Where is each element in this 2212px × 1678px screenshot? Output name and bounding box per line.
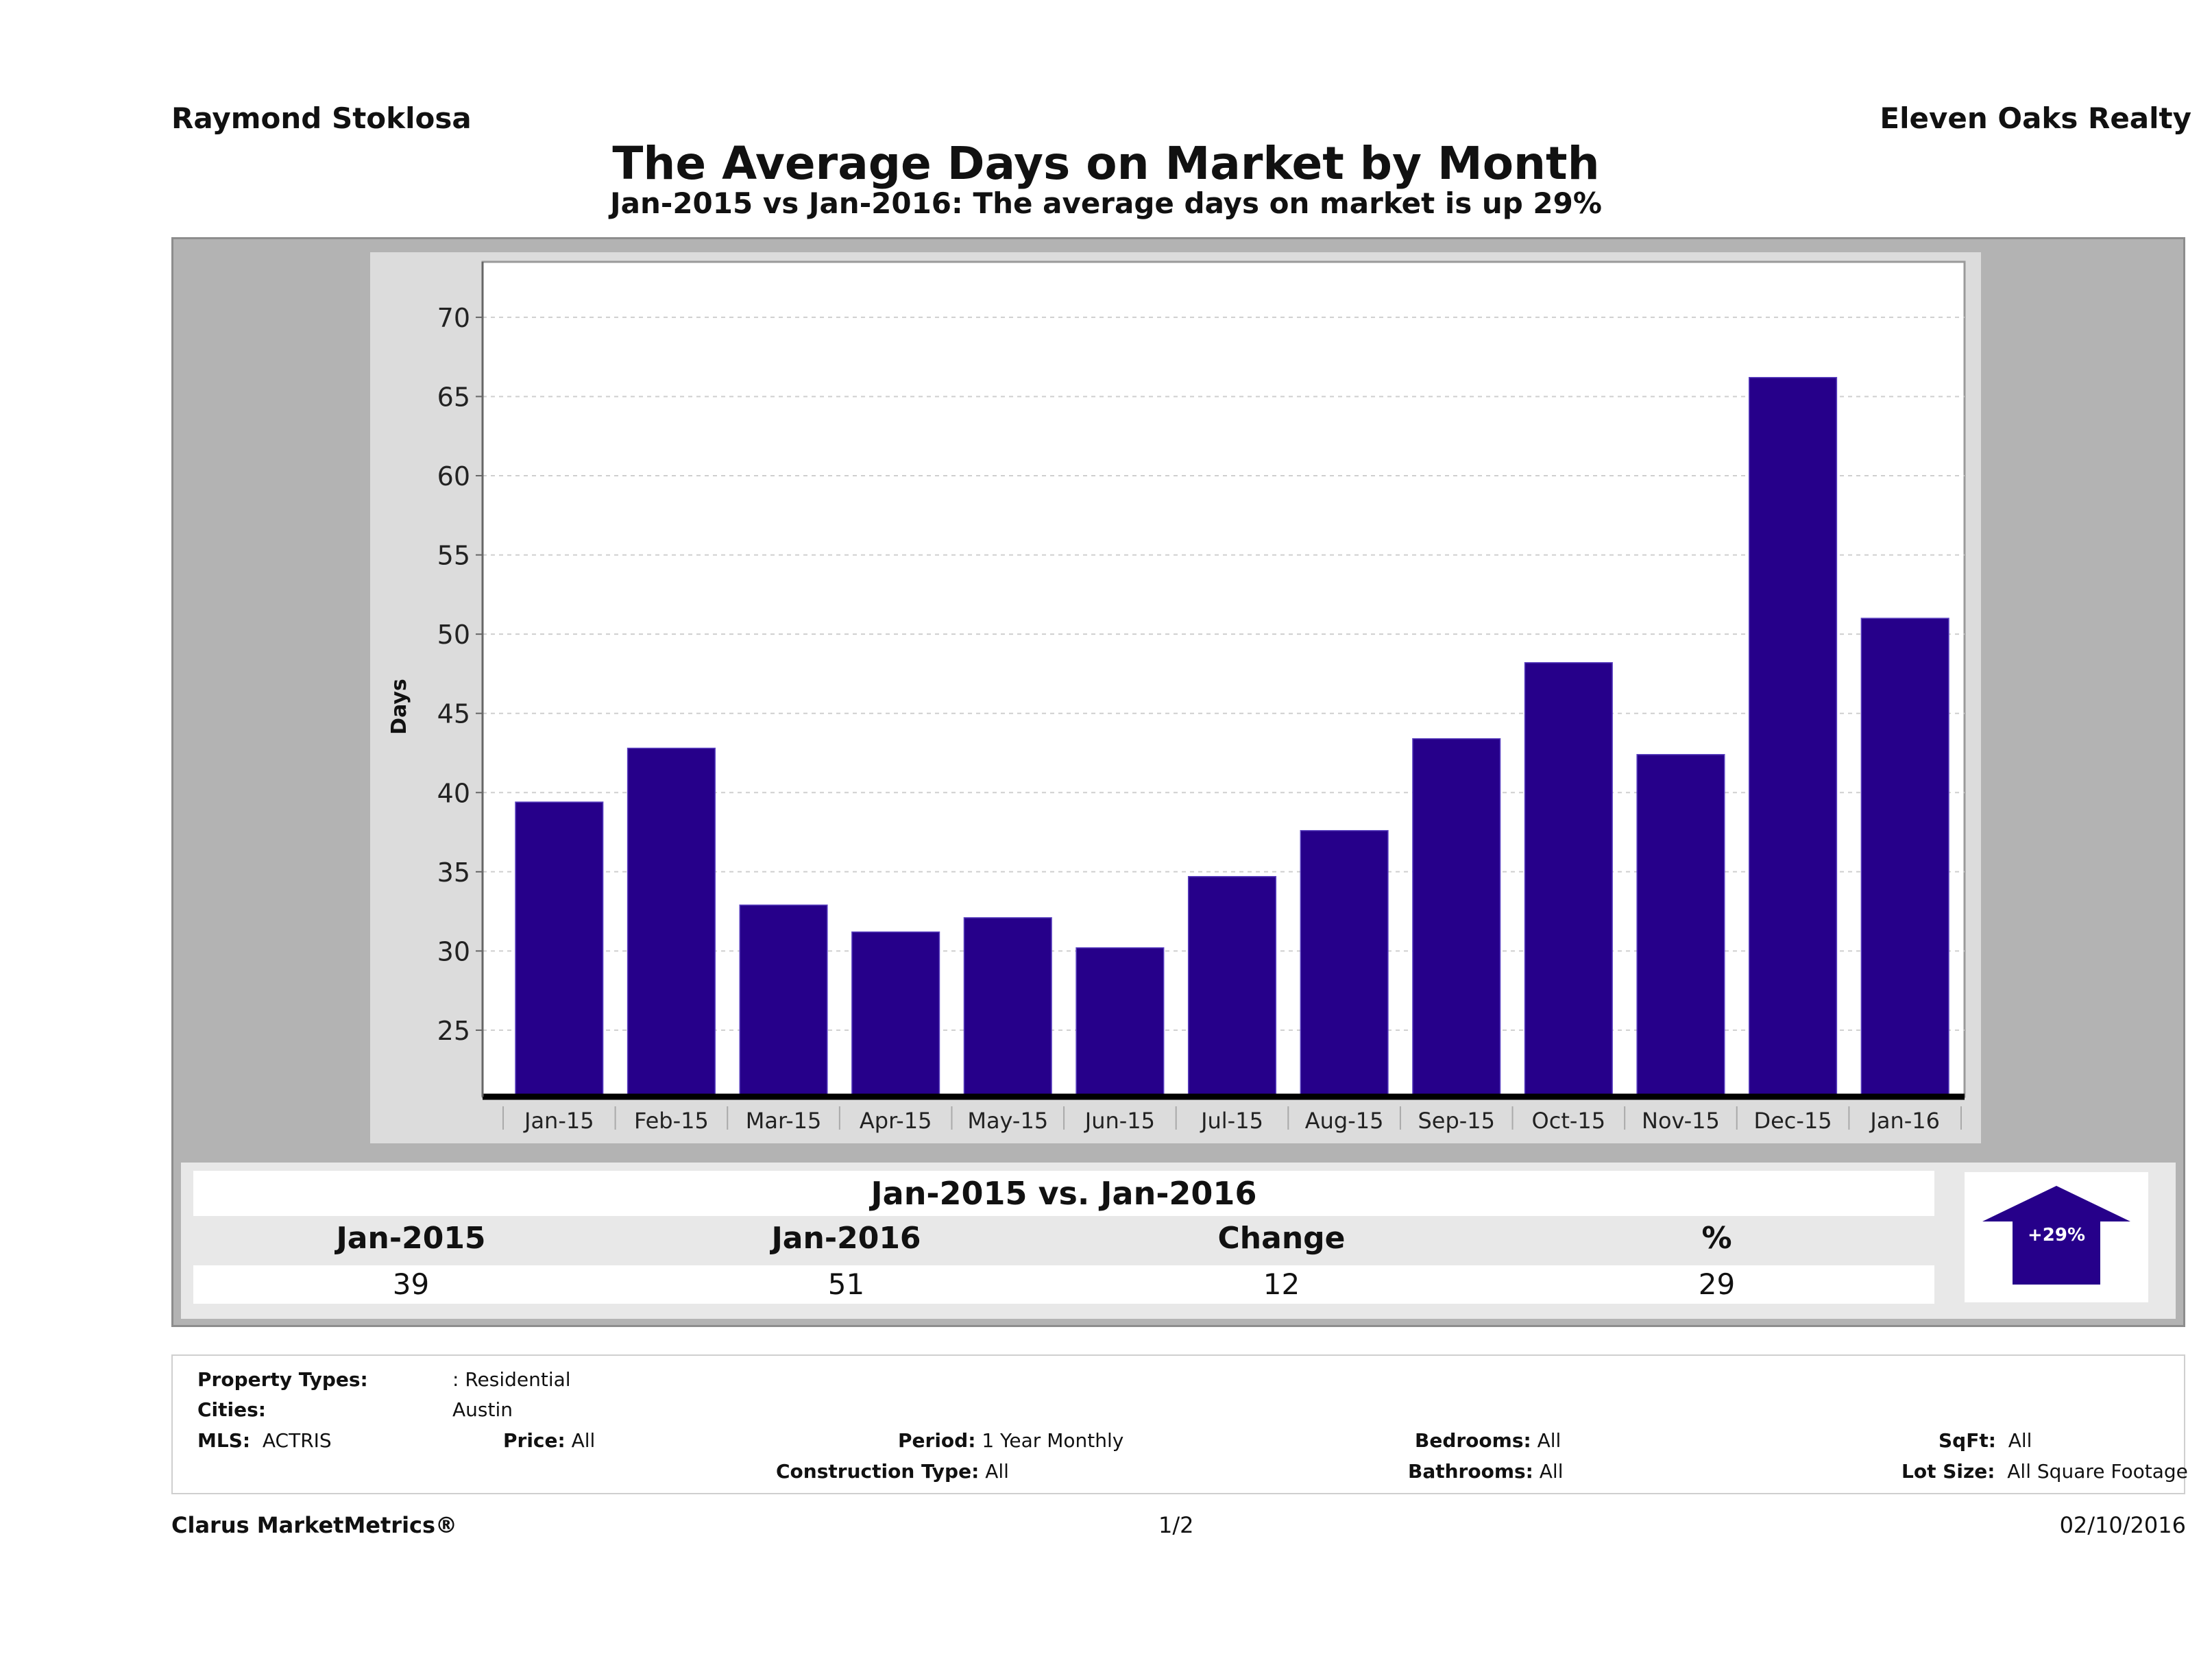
y-axis-label: Days [387,679,411,735]
filter-cities: Cities: [197,1398,266,1421]
filters-panel [171,1354,2185,1494]
filter-label: Construction Type: [776,1460,980,1483]
comparison-title: Jan-2015 vs. Jan-2016 [193,1171,1934,1216]
header-jan-2015: Jan-2015 [336,1221,486,1256]
bar-apr-15 [851,931,940,1097]
header-jan-2016: Jan-2016 [771,1221,921,1256]
bar-aug-15 [1300,829,1389,1097]
bar-may-15 [963,917,1052,1097]
y-tick-label: 25 [437,1016,470,1046]
agent-name: Raymond Stoklosa [171,101,472,135]
report-title: The Average Days on Market by Month [612,137,1600,190]
bar-dec-15 [1749,376,1838,1097]
bar-oct-15 [1524,661,1613,1097]
header-percent: % [1701,1221,1732,1256]
bar-feb-15 [627,747,716,1097]
value-change: 12 [1263,1267,1300,1301]
x-tick-label: Dec-15 [1753,1108,1832,1134]
report-date: 02/10/2016 [2059,1512,2186,1538]
change-badge-text: +29% [2028,1225,2085,1245]
value-jan-2015: 39 [392,1267,430,1301]
y-tick-label: 60 [437,461,470,491]
x-tick-label: Jan-16 [1869,1108,1940,1134]
filter-value: All Square Footage [2007,1460,2188,1483]
x-tick-label: Jul-15 [1200,1108,1263,1134]
filter-price: Price: All [503,1429,595,1452]
x-tick-label: Oct-15 [1532,1108,1606,1134]
bar-jun-15 [1075,947,1165,1097]
y-tick-label: 65 [437,382,470,412]
filter-bedrooms: Bedrooms: All [1415,1429,1561,1452]
x-tick-label: Mar-15 [746,1108,822,1134]
filter-value: All [1539,1460,1564,1483]
x-tick-label: May-15 [967,1108,1048,1134]
y-tick-label: 70 [437,303,470,333]
filter-period: Period: 1 Year Monthly [898,1429,1123,1452]
filter-label: Cities: [197,1398,266,1421]
value-jan-2016: 51 [827,1267,865,1301]
bar-mar-15 [739,904,828,1097]
bar-jan-16 [1860,618,1949,1097]
filter-label: Bathrooms: [1408,1460,1533,1483]
filter-label: Period: [898,1429,976,1452]
filter-lot-size: Lot Size: All Square Footage [1901,1460,2188,1483]
x-tick-label: Aug-15 [1305,1108,1384,1134]
up-arrow-shape [1982,1186,2130,1285]
y-tick-label: 45 [437,699,470,729]
filter-property-types: Property Types: [197,1368,368,1391]
y-tick-label: 40 [437,778,470,808]
filter-label: MLS: [197,1429,251,1452]
filter-bathrooms: Bathrooms: All [1408,1460,1564,1483]
y-tick-label: 30 [437,936,470,966]
bar-jan-15 [515,801,604,1097]
x-tick-label: Apr-15 [860,1108,932,1134]
up-arrow-icon: +29% [1982,1186,2130,1285]
bar-chart: 25 30 35 40 45 50 55 60 65 70 Days Jan-15 Feb-15 Mar-… [387,260,1966,1134]
filter-value: All [1537,1429,1561,1452]
bar-nov-15 [1636,754,1725,1097]
filter-property-types-value: : Residential [452,1368,571,1391]
filter-label: SqFt: [1938,1429,1996,1452]
filter-label: Price: [503,1429,566,1452]
filter-construction-type: Construction Type: All [776,1460,1009,1483]
filter-label: Property Types: [197,1368,368,1391]
x-tick-label: Jun-15 [1084,1108,1155,1134]
company-name: Eleven Oaks Realty [1880,101,2191,135]
header-change: Change [1217,1221,1346,1256]
filter-label: Lot Size: [1901,1460,1995,1483]
comparison-values-row [193,1265,1934,1304]
filter-value: All [985,1460,1009,1483]
bar-sep-15 [1412,738,1501,1097]
filter-mls: MLS: ACTRIS [197,1429,332,1452]
value-percent: 29 [1698,1267,1736,1301]
filter-value: 1 Year Monthly [982,1429,1124,1452]
y-tick-label: 55 [437,541,470,571]
filter-sqft: SqFt: All [1938,1429,2032,1452]
x-tick-label: Jan-15 [523,1108,594,1134]
filter-cities-value: Austin [452,1398,513,1421]
bar-jul-15 [1187,875,1277,1097]
x-tick-label: Feb-15 [634,1108,709,1134]
x-tick-label: Sep-15 [1418,1108,1495,1134]
y-tick-label: 35 [437,858,470,888]
filter-value: All [571,1429,596,1452]
page-number: 1/2 [1158,1512,1194,1538]
y-tick-label: 50 [437,620,470,650]
x-tick-label: Nov-15 [1642,1108,1720,1134]
report-subtitle: Jan-2015 vs Jan-2016: The average days o… [610,186,1602,220]
filter-label: Bedrooms: [1415,1429,1531,1452]
filter-value: ACTRIS [262,1429,332,1452]
filter-value: All [2008,1429,2032,1452]
footer-brand: Clarus MarketMetrics® [171,1512,458,1538]
